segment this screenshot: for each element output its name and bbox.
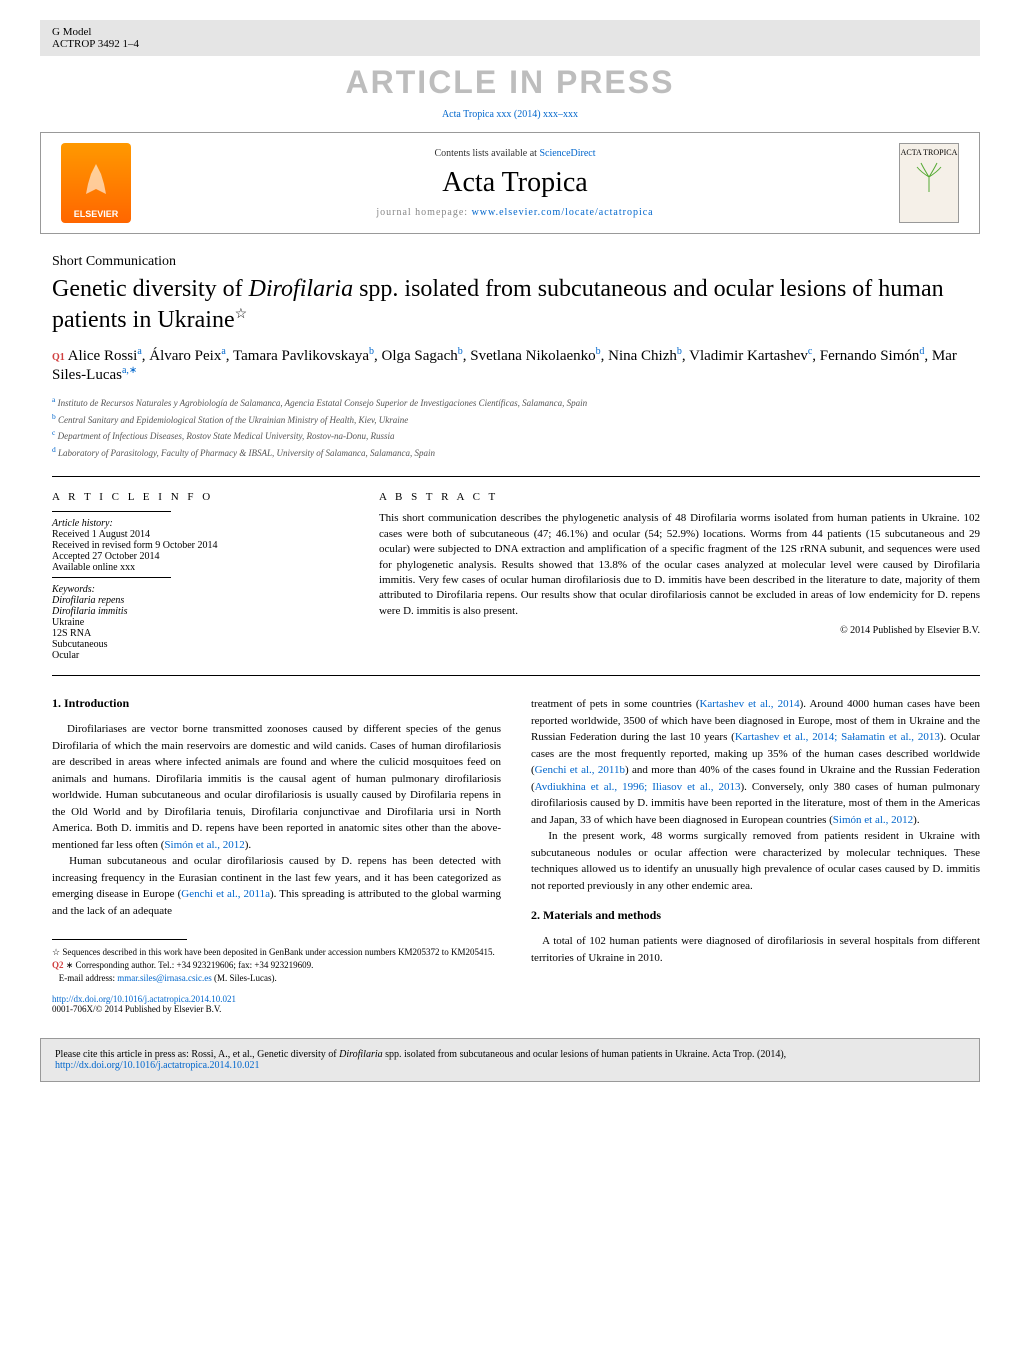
authors: Q1 Alice Rossia, Álvaro Peixa, Tamara Pa… xyxy=(52,346,980,384)
cite-avdiukhina-iliasov[interactable]: Avdiukhina et al., 1996; Iliasov et al.,… xyxy=(535,781,741,793)
sciencedirect-link[interactable]: ScienceDirect xyxy=(539,148,595,159)
email-link[interactable]: mmar.siles@irnasa.csic.es xyxy=(117,973,212,983)
doi-block: http://dx.doi.org/10.1016/j.actatropica.… xyxy=(52,994,501,1014)
authors-list: Alice Rossia, Álvaro Peixa, Tamara Pavli… xyxy=(52,348,957,383)
intro-p4: In the present work, 48 worms surgically… xyxy=(531,828,980,894)
journal-banner: ELSEVIER Contents lists available at Sci… xyxy=(40,132,980,234)
issn: 0001-706X/© 2014 Published by Elsevier B… xyxy=(52,1004,501,1014)
cite-simon-2012b[interactable]: Simón et al., 2012 xyxy=(833,814,913,826)
abstract-heading: A B S T R A C T xyxy=(379,491,980,503)
journal-ref-link[interactable]: Acta Tropica xxx (2014) xxx–xxx xyxy=(40,109,980,120)
citation-doi-link[interactable]: http://dx.doi.org/10.1016/j.actatropica.… xyxy=(55,1060,260,1071)
keywords-list: Dirofilaria repensDirofilaria immitisUkr… xyxy=(52,595,349,661)
cite-simon-2012[interactable]: Simón et al., 2012 xyxy=(164,839,244,851)
history-label: Article history: xyxy=(52,518,349,529)
palm-icon xyxy=(909,157,949,197)
homepage-url[interactable]: www.elsevier.com/locate/actatropica xyxy=(472,207,654,218)
right-column: treatment of pets in some countries (Kar… xyxy=(531,696,980,1014)
actrop-id: ACTROP 3492 1–4 xyxy=(52,38,968,50)
doi-link[interactable]: http://dx.doi.org/10.1016/j.actatropica.… xyxy=(52,994,236,1004)
contents-available: Contents lists available at ScienceDirec… xyxy=(131,148,899,159)
mm-p1: A total of 102 human patients were diagn… xyxy=(531,933,980,966)
article-title: Genetic diversity of Dirofilaria spp. is… xyxy=(52,274,980,336)
elsevier-logo: ELSEVIER xyxy=(61,143,131,223)
q2-marker: Q2 xyxy=(52,960,64,970)
elsevier-text: ELSEVIER xyxy=(74,209,119,219)
intro-p3: treatment of pets in some countries (Kar… xyxy=(531,696,980,828)
copyright: © 2014 Published by Elsevier B.V. xyxy=(379,625,980,636)
article-in-press: ARTICLE IN PRESS xyxy=(40,64,980,101)
journal-name: Acta Tropica xyxy=(131,167,899,199)
mm-heading: 2. Materials and methods xyxy=(531,908,980,923)
received-date: Received 1 August 2014 xyxy=(52,529,349,540)
keywords-label: Keywords: xyxy=(52,584,349,595)
q1-marker: Q1 xyxy=(52,352,65,363)
cite-genchi-2011a[interactable]: Genchi et al., 2011a xyxy=(181,888,270,900)
section-label: Short Communication xyxy=(52,254,980,270)
revised-date: Received in revised form 9 October 2014 xyxy=(52,540,349,551)
footnote-star: ☆ Sequences described in this work have … xyxy=(52,946,501,959)
footnotes: ☆ Sequences described in this work have … xyxy=(52,946,501,984)
online-date: Available online xxx xyxy=(52,562,349,573)
model-header: G Model ACTROP 3492 1–4 xyxy=(40,20,980,56)
info-abstract-block: A R T I C L E I N F O Article history: R… xyxy=(52,476,980,676)
intro-heading: 1. Introduction xyxy=(52,696,501,711)
article-info: A R T I C L E I N F O Article history: R… xyxy=(52,491,349,661)
citation-box: Please cite this article in press as: Ro… xyxy=(40,1038,980,1082)
abstract: A B S T R A C T This short communication… xyxy=(379,491,980,661)
accepted-date: Accepted 27 October 2014 xyxy=(52,551,349,562)
tree-icon xyxy=(76,159,116,209)
intro-p1: Dirofilariases are vector borne transmit… xyxy=(52,721,501,853)
intro-p2: Human subcutaneous and ocular dirofilari… xyxy=(52,853,501,919)
cite-genchi-2011b[interactable]: Genchi et al., 2011b xyxy=(535,764,625,776)
info-heading: A R T I C L E I N F O xyxy=(52,491,349,503)
journal-homepage: journal homepage: www.elsevier.com/locat… xyxy=(131,207,899,218)
left-column: 1. Introduction Dirofilariases are vecto… xyxy=(52,696,501,1014)
affiliations: a Instituto de Recursos Naturales y Agro… xyxy=(52,394,980,460)
corresponding-author: ∗ Corresponding author. Tel.: +34 923219… xyxy=(66,960,314,970)
cite-kartashev-2014a[interactable]: Kartashev et al., 2014 xyxy=(699,698,799,710)
journal-cover: ACTA TROPICA xyxy=(899,143,959,223)
g-model: G Model xyxy=(52,26,968,38)
abstract-text: This short communication describes the p… xyxy=(379,511,980,619)
cite-kartashev-salamatin[interactable]: Kartashev et al., 2014; Sałamatin et al.… xyxy=(735,731,940,743)
body-columns: 1. Introduction Dirofilariases are vecto… xyxy=(52,696,980,1014)
